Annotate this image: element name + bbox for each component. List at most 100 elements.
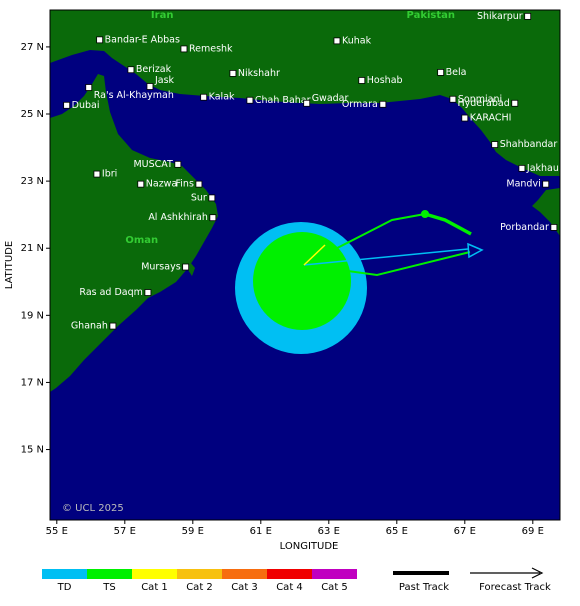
place-marker (127, 66, 135, 74)
ts-wind-radius (253, 232, 351, 330)
place-label: Nazwa (146, 179, 178, 190)
forecast-line (303, 251, 471, 277)
place-marker (96, 36, 104, 44)
place-marker (209, 214, 217, 222)
regions: Iran Pakistan Oman (125, 10, 455, 246)
forecast-track (303, 248, 469, 266)
place-label: Gwadar (312, 93, 349, 104)
place-marker (449, 95, 457, 103)
place-marker (63, 101, 71, 109)
place-label: Mandvi (506, 179, 540, 190)
place-marker (200, 93, 208, 101)
y-tick-label: 27 N (21, 42, 44, 53)
place-marker (174, 160, 182, 168)
place-label: Chah Bahar (255, 95, 311, 106)
place-label: Nikshahr (238, 68, 280, 79)
place-label: Ghanah (71, 321, 108, 332)
place-marker (93, 170, 101, 178)
place-marker (333, 37, 341, 45)
land-arabia (50, 74, 218, 392)
place-label: Mursays (141, 262, 181, 273)
place-label: Hyderabad (458, 98, 510, 109)
place-marker (85, 84, 93, 91)
x-tick-label: 69 E (522, 526, 544, 537)
legend-swatch (132, 569, 177, 579)
region-label: Oman (125, 235, 158, 246)
y-tick-label: 25 N (21, 109, 44, 120)
legend-label: TD (57, 582, 72, 593)
forecast-arrow (467, 242, 484, 259)
legend-label: Past Track (399, 582, 449, 593)
place-label: Hoshab (367, 75, 403, 86)
place-label: MUSCAT (133, 159, 173, 170)
track-point (421, 210, 429, 218)
place-label: Jakhau (526, 163, 559, 174)
x-axis-label: LONGITUDE (280, 541, 339, 552)
place-marker (491, 141, 499, 148)
place-label: Berizak (136, 64, 172, 75)
place-marker (144, 289, 152, 296)
place-label: Ra's Al-Khaymah (94, 90, 174, 101)
land-north (50, 10, 560, 176)
legend-label: TS (102, 582, 115, 593)
place-label: Remeshk (189, 43, 233, 54)
region-label: Pakistan (407, 10, 456, 21)
place-marker (180, 45, 188, 53)
place-marker (229, 70, 237, 77)
place-marker (208, 194, 216, 202)
region-label: Iran (151, 10, 174, 21)
y-tick-label: 19 N (21, 310, 44, 321)
x-tick-label: 65 E (386, 526, 408, 537)
place-marker (379, 100, 387, 108)
legend-swatch (267, 569, 312, 579)
map-area: Bandar-E Abbas Remeshk Kuhak Shikarpur Beriz… (50, 10, 560, 520)
x-tick-label: 55 E (46, 526, 68, 537)
place-label: Dubai (72, 100, 100, 111)
y-tick-label: 17 N (21, 377, 44, 388)
x-tick-label: 59 E (182, 526, 204, 537)
y-axis-label: LATITUDE (4, 241, 15, 289)
place-marker (137, 180, 145, 188)
place-label: Fins (176, 179, 194, 190)
place-marker (518, 164, 526, 172)
y-tick-label: 15 N (21, 445, 44, 456)
y-tick-label: 23 N (21, 176, 44, 187)
y-tick-label: 21 N (21, 243, 44, 254)
copyright: © UCL 2025 (62, 503, 124, 514)
x-tick-label: 67 E (454, 526, 476, 537)
legend-label: Forecast Track (479, 582, 551, 593)
place-marker (109, 322, 117, 330)
place-marker (303, 99, 311, 107)
place-marker (524, 12, 532, 20)
place-marker (146, 83, 154, 90)
x-tick-label: 61 E (250, 526, 272, 537)
place-label: Kuhak (342, 35, 372, 46)
place-marker (358, 77, 366, 84)
place-label: Bela (446, 67, 467, 78)
place-label: Shahbandar (500, 139, 558, 150)
place-label: Al Ashkhirah (148, 212, 208, 223)
places: Bandar-E Abbas Remeshk Kuhak Shikarpur Beriz… (63, 11, 559, 332)
land-island (188, 262, 195, 276)
legend-label: Cat 4 (276, 582, 303, 593)
place-marker (550, 224, 558, 231)
x-tick-label: 63 E (318, 526, 340, 537)
forecast-arrow-sample (531, 567, 544, 579)
place-label: Kalak (209, 92, 235, 103)
place-marker (182, 263, 190, 271)
legend-label: Cat 2 (186, 582, 213, 593)
place-label: Shikarpur (477, 11, 523, 22)
place-marker (437, 69, 445, 76)
place-label: Ibri (102, 169, 117, 180)
place-label: Sur (191, 192, 207, 203)
past-track (424, 212, 472, 236)
legend-swatch (87, 569, 132, 579)
track-line (303, 213, 426, 266)
place-marker (511, 99, 519, 107)
legend-swatch (312, 569, 357, 579)
place-marker (542, 180, 550, 188)
land-gujarat (532, 188, 560, 236)
place-marker (246, 96, 254, 104)
legend-swatch (42, 569, 87, 579)
